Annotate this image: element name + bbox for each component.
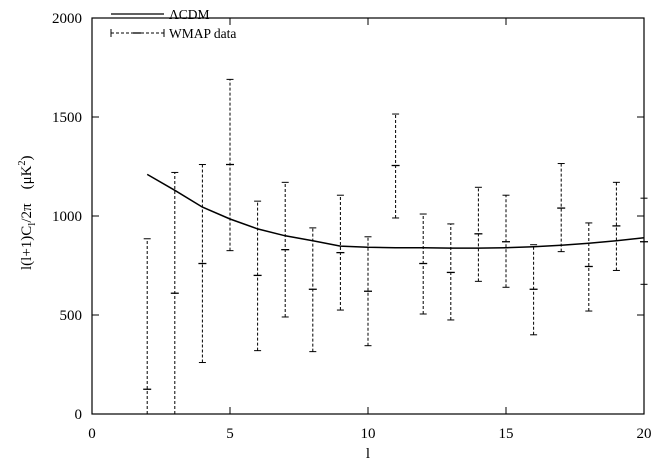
y-axis-label-unit-sup: 2 [17, 161, 28, 166]
wmap-data-point [143, 238, 152, 415]
y-axis-label-main: l(l+1)C [19, 226, 35, 270]
y-axis-label: l(l+1)Cl/2π (μK2) [17, 156, 38, 270]
y-axis-label-unit-open: (μK [19, 165, 35, 189]
wmap-data-point [529, 244, 538, 336]
y-tick-label: 1000 [52, 209, 82, 225]
legend-model-label: ΛCDM [169, 7, 210, 22]
x-tick-label: 5 [226, 426, 234, 442]
x-tick-label: 20 [637, 426, 652, 442]
legend: ΛCDM WMAP data [110, 7, 236, 41]
y-axis-ticks: 0 500 1000 1500 2000 [52, 11, 644, 423]
wmap-data-point [419, 213, 428, 315]
wmap-data-point [391, 113, 400, 219]
x-tick-label: 10 [361, 426, 376, 442]
y-tick-label: 500 [60, 308, 83, 324]
wmap-data-point [446, 223, 455, 321]
y-tick-label: 1500 [52, 110, 82, 126]
svg-text:l(l+1)Cl/2π(μK2): l(l+1)Cl/2π (μK2) [17, 156, 38, 270]
x-axis-ticks: 0 5 10 15 20 [88, 18, 652, 442]
y-tick-label: 2000 [52, 11, 82, 27]
wmap-data-point [308, 227, 317, 353]
y-axis-label-tail: /2π [19, 203, 35, 223]
wmap-data-point [253, 200, 262, 352]
wmap-data-point [281, 181, 290, 318]
y-axis-label-unit-close: ) [19, 156, 35, 161]
legend-data-label: WMAP data [169, 26, 236, 41]
wmap-data-point [226, 78, 234, 252]
wmap-data-point [640, 197, 648, 285]
x-tick-label: 0 [88, 426, 96, 442]
wmap-data-point [474, 186, 483, 282]
wmap-data-point [170, 171, 179, 415]
y-axis-label-subscript: l [26, 223, 38, 226]
wmap-data-point [198, 164, 207, 364]
data-layer [143, 78, 648, 415]
y-tick-label: 0 [75, 407, 83, 423]
wmap-data-point [612, 181, 621, 271]
wmap-data-point [557, 163, 566, 253]
x-axis-label: l [366, 446, 370, 462]
wmap-data-point [584, 222, 593, 312]
wmap-data-point [502, 194, 510, 288]
wmap-data-point [336, 194, 345, 311]
wmap-data-point [364, 236, 372, 347]
x-tick-label: 15 [499, 426, 514, 442]
